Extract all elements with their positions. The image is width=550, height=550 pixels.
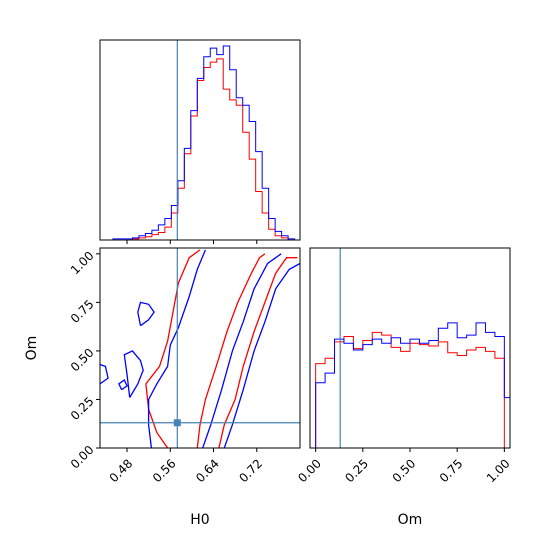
contour-inner-right-series-1 xyxy=(223,262,300,448)
contour-lines xyxy=(100,249,300,448)
y-tick-label-om: 1.00 xyxy=(68,249,97,278)
histogram-panel-h0 xyxy=(99,39,301,244)
contour-panel-h0-om: 0.48 0.56 0.64 0.72 0.00 0.25 0.50 0.75 1.00 xyxy=(68,247,301,485)
histogram-series-0 xyxy=(100,58,300,241)
histogram-series-1 xyxy=(310,322,511,449)
x-tick-label-h0: 0.64 xyxy=(193,456,222,485)
y-tick-label-om: 0.75 xyxy=(68,297,97,326)
x-tick-label-h0: 0.48 xyxy=(107,456,136,485)
contour-island-4-series-1 xyxy=(118,379,128,391)
x-tick-label-om: 0.00 xyxy=(295,456,324,485)
histogram-panel-om: 0.00 0.25 0.50 0.75 1.00 xyxy=(295,247,513,485)
contour-outer-left-series-0 xyxy=(145,249,201,448)
x-axis-label-om: Om xyxy=(398,512,423,528)
x-axis-label-h0: H0 xyxy=(190,512,209,528)
x-tick-label-h0: 0.72 xyxy=(236,456,265,485)
truth-marker xyxy=(173,419,181,427)
y-tick-label-om: 0.50 xyxy=(68,346,97,375)
y-tick-label-om: 0.25 xyxy=(68,394,97,423)
contour-island-3-series-1 xyxy=(100,363,109,385)
x-tick-label-om: 0.50 xyxy=(390,456,419,485)
contour-island-1-series-1 xyxy=(137,301,155,327)
histogram-series-1 xyxy=(100,45,300,241)
contour-inner-right-series-0 xyxy=(218,257,298,448)
contour-outer-left-series-1 xyxy=(147,249,207,448)
x-tick-label-om: 0.25 xyxy=(342,456,371,485)
contour-inner-left-series-0 xyxy=(196,253,266,448)
histogram-frame-h0 xyxy=(99,39,301,241)
x-tick-label-h0: 0.56 xyxy=(150,456,179,485)
contour-inner-left-series-1 xyxy=(202,253,282,448)
x-tick-label-om: 1.00 xyxy=(484,456,513,485)
x-tick-label-om: 0.75 xyxy=(437,456,466,485)
y-axis-label-om: Om xyxy=(24,336,40,361)
contour-island-2-series-1 xyxy=(123,350,144,398)
axis-labels: H0 Om Om xyxy=(24,336,422,528)
y-tick-label-om: 0.00 xyxy=(68,443,97,472)
contour-frame xyxy=(99,247,301,449)
